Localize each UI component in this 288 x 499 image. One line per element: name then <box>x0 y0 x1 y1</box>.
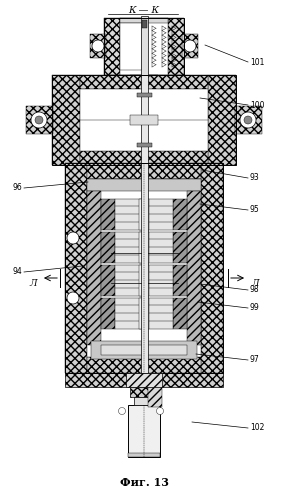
Bar <box>168 18 184 75</box>
Bar <box>115 199 173 230</box>
Text: 99: 99 <box>250 303 260 312</box>
Text: 101: 101 <box>250 57 264 66</box>
Circle shape <box>184 40 196 52</box>
Text: 102: 102 <box>250 424 264 433</box>
Bar <box>120 18 168 23</box>
Bar <box>120 23 142 70</box>
Bar <box>141 163 148 373</box>
Bar <box>104 18 120 75</box>
Bar <box>104 18 184 75</box>
Bar <box>182 34 198 58</box>
Bar <box>115 298 173 329</box>
Bar <box>137 93 152 97</box>
Bar <box>142 20 147 28</box>
Circle shape <box>67 292 79 304</box>
Bar <box>26 106 53 134</box>
Bar <box>52 75 236 165</box>
Bar <box>101 298 115 329</box>
Bar <box>80 89 208 151</box>
Bar <box>130 387 158 397</box>
Bar <box>101 232 115 263</box>
Text: 100: 100 <box>250 100 264 109</box>
Bar <box>65 163 87 373</box>
Bar <box>87 357 201 373</box>
Bar <box>235 106 262 134</box>
Bar <box>80 151 208 165</box>
Bar <box>90 34 106 58</box>
Bar <box>139 265 149 296</box>
Circle shape <box>67 232 79 244</box>
Bar <box>87 179 201 357</box>
Bar <box>173 232 187 263</box>
Text: 93: 93 <box>250 174 260 183</box>
Bar <box>141 75 148 165</box>
Bar <box>101 265 115 296</box>
Bar <box>201 163 223 373</box>
Text: Л: Л <box>251 279 259 288</box>
Bar <box>115 232 173 263</box>
Text: 94: 94 <box>12 267 22 276</box>
Circle shape <box>92 40 104 52</box>
Bar <box>148 387 162 407</box>
Bar <box>128 405 160 457</box>
Bar <box>80 75 208 89</box>
Bar <box>208 75 236 165</box>
Text: Л: Л <box>29 279 37 288</box>
Circle shape <box>240 112 256 128</box>
Bar <box>130 115 158 125</box>
Circle shape <box>31 112 47 128</box>
Bar <box>139 199 149 230</box>
Text: К — К: К — К <box>128 5 160 14</box>
Text: 96: 96 <box>12 184 22 193</box>
Bar <box>91 341 197 359</box>
Bar <box>134 397 154 405</box>
Bar <box>187 191 201 345</box>
Bar <box>139 232 149 263</box>
Text: 95: 95 <box>250 206 260 215</box>
Circle shape <box>244 116 252 124</box>
Bar <box>87 179 201 191</box>
Bar <box>87 163 201 179</box>
Bar <box>65 163 223 373</box>
Bar <box>173 298 187 329</box>
Circle shape <box>118 408 126 415</box>
Bar <box>141 16 148 77</box>
Text: Фиг. 13: Фиг. 13 <box>120 478 168 489</box>
Bar <box>137 143 152 147</box>
Circle shape <box>156 408 164 415</box>
Circle shape <box>35 116 43 124</box>
Bar <box>139 298 149 329</box>
Bar <box>126 373 162 387</box>
Text: 98: 98 <box>250 285 259 294</box>
Bar <box>101 199 115 230</box>
Bar <box>115 265 173 296</box>
Bar <box>101 345 187 355</box>
Bar <box>87 191 101 345</box>
Bar <box>128 453 160 457</box>
Bar <box>65 373 223 387</box>
Bar <box>173 265 187 296</box>
Bar <box>120 18 168 75</box>
Bar <box>173 199 187 230</box>
Text: 97: 97 <box>250 355 260 364</box>
Bar <box>52 75 80 165</box>
